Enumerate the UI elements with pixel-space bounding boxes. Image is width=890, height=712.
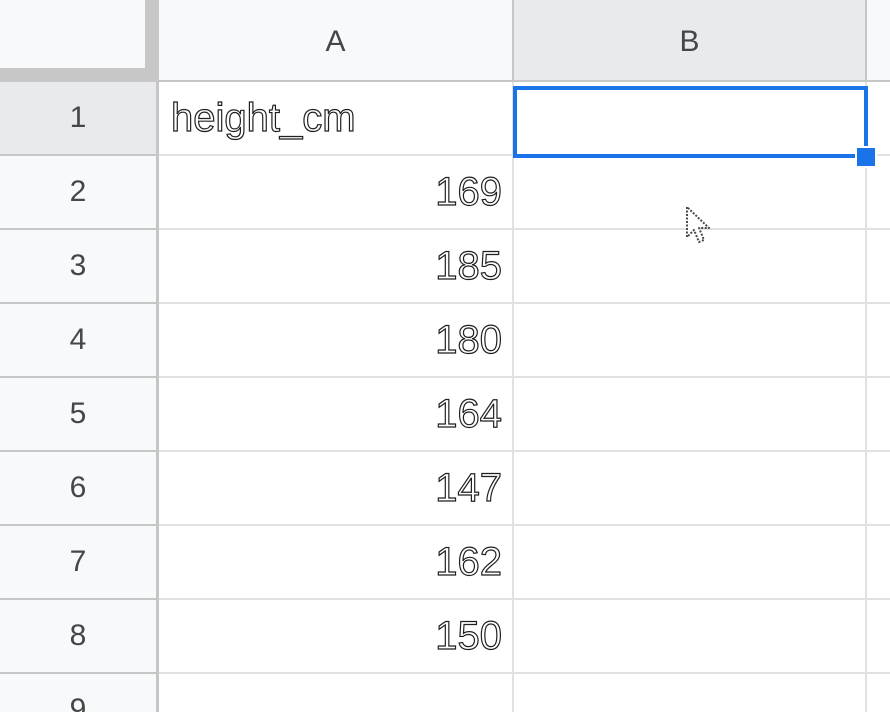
column-header-a[interactable]: A [159,0,514,82]
row-header-7[interactable]: 7 [0,526,159,600]
cell-a9[interactable] [159,674,514,712]
cell-b7[interactable] [514,526,867,600]
fill-handle-icon[interactable] [855,146,877,168]
cell-c2[interactable] [867,156,890,230]
frozen-row-divider[interactable] [0,68,159,82]
cell-c5[interactable] [867,378,890,452]
select-all-corner[interactable] [0,0,145,68]
cell-a8[interactable]: 150 [159,600,514,674]
cell-a7[interactable]: 162 [159,526,514,600]
cell-a3[interactable]: 185 [159,230,514,304]
cell-b4[interactable] [514,304,867,378]
cell-b3[interactable] [514,230,867,304]
cell-b6[interactable] [514,452,867,526]
cell-a5[interactable]: 164 [159,378,514,452]
cell-c6[interactable] [867,452,890,526]
row-header-9[interactable]: 9 [0,674,159,712]
row-header-3[interactable]: 3 [0,230,159,304]
cell-a4[interactable]: 180 [159,304,514,378]
cell-c8[interactable] [867,600,890,674]
row-header-2[interactable]: 2 [0,156,159,230]
cell-b5[interactable] [514,378,867,452]
cell-c4[interactable] [867,304,890,378]
cell-c7[interactable] [867,526,890,600]
cell-a1[interactable]: height_cm [159,82,514,156]
cell-c9[interactable] [867,674,890,712]
cell-c1[interactable] [867,82,890,156]
cell-b1[interactable] [514,82,867,156]
row-header-8[interactable]: 8 [0,600,159,674]
pointer-cursor-icon [686,206,710,243]
cell-b8[interactable] [514,600,867,674]
cell-c3[interactable] [867,230,890,304]
cell-a6[interactable]: 147 [159,452,514,526]
row-header-6[interactable]: 6 [0,452,159,526]
row-header-5[interactable]: 5 [0,378,159,452]
cell-b9[interactable] [514,674,867,712]
row-header-4[interactable]: 4 [0,304,159,378]
row-header-1[interactable]: 1 [0,82,159,156]
column-header-c[interactable] [867,0,890,82]
frozen-column-divider[interactable] [145,0,159,82]
column-header-b[interactable]: B [514,0,867,82]
cell-a2[interactable]: 169 [159,156,514,230]
